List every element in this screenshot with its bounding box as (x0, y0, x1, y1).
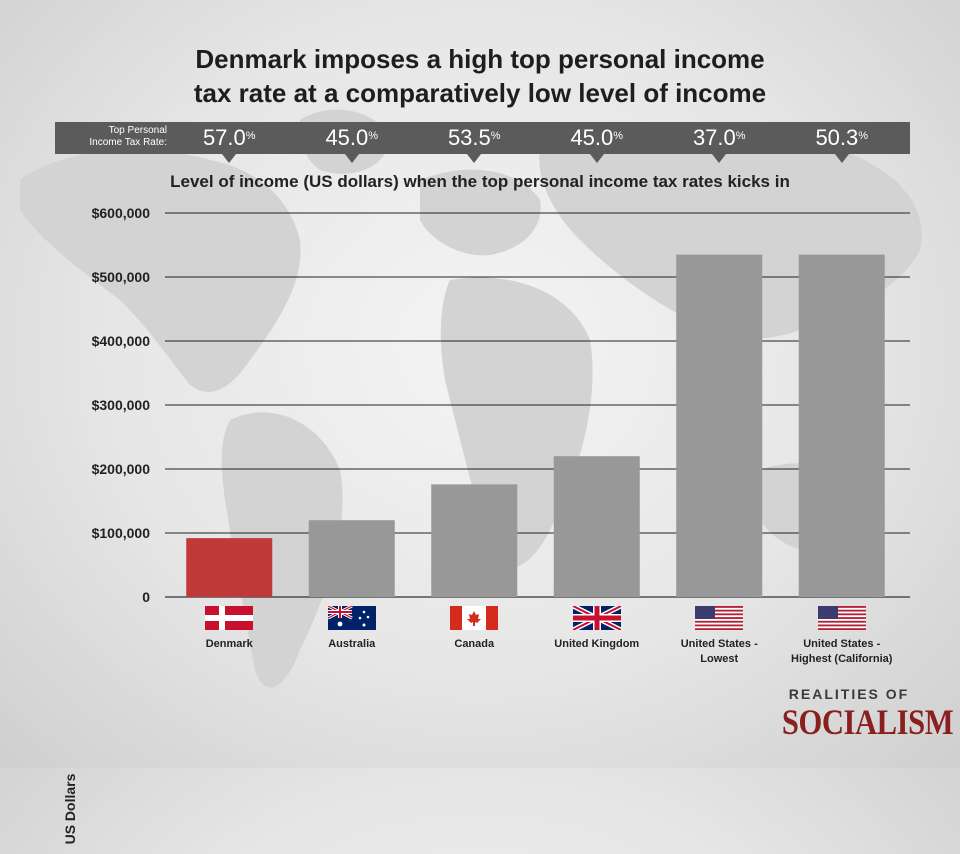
x-tick-label-line: Highest (California) (791, 653, 893, 665)
y-tick-label: $400,000 (92, 333, 151, 349)
bar-united-states-highest-california (798, 254, 885, 597)
x-tick-label: United States - Highest (California) (767, 637, 917, 667)
tax-rate-pointer (589, 154, 604, 163)
brand-logo-main: SOCIALISM (781, 702, 954, 742)
chart-title-line-1: Denmark imposes a high top personal inco… (195, 44, 765, 74)
tax-rate-pointer (712, 154, 727, 163)
y-tick-label: $200,000 (92, 461, 151, 477)
x-tick-label-line: Denmark (205, 638, 253, 650)
y-axis-label: US Dollars (62, 773, 78, 845)
chart-title: Denmark imposes a high top personal inco… (80, 42, 880, 110)
denmark-flag-icon (205, 606, 254, 630)
y-tick-label: $500,000 (92, 269, 151, 285)
united-states-flag-icon (817, 606, 866, 630)
y-tick-label: $600,000 (92, 205, 151, 221)
tax-rate-number: 50.3 (815, 125, 859, 150)
united-kingdom-flag-icon (571, 603, 622, 633)
tax-rate-value: 53.5% (414, 125, 534, 151)
bar-chart: 0 $100,000 $200,000 $300,000 $400,000 $500,00… (92, 205, 910, 605)
x-tick-label-line: Australia (328, 638, 376, 650)
tax-rate-pointer (467, 154, 482, 163)
y-tick-label: $300,000 (92, 397, 151, 413)
x-tick-label-line: Canada (454, 638, 495, 650)
tax-rate-pointer (344, 154, 359, 163)
tax-rate-unit: % (245, 130, 256, 142)
x-tick-label-line: United Kingdom (554, 638, 640, 650)
brand-logo: REALITIES OF SOCIALISM (770, 686, 954, 742)
bar-united-states-lowest (676, 254, 763, 597)
tax-rate-unit: % (858, 130, 869, 142)
tax-rate-value: 37.0% (659, 125, 779, 151)
tax-rate-number: 45.0 (325, 125, 369, 150)
bar-denmark (186, 538, 273, 597)
x-tick-label: Denmark (154, 637, 304, 652)
bar-canada (431, 484, 518, 597)
tax-rate-number: 53.5 (447, 125, 491, 150)
tax-rate-value: 50.3% (782, 125, 902, 151)
brand-logo-top: REALITIES OF (788, 686, 910, 702)
y-tick-label: $100,000 (92, 525, 151, 541)
tax-rate-number: 57.0 (202, 125, 246, 150)
tax-rate-pointer (222, 154, 237, 163)
united-states-flag-icon (695, 606, 744, 630)
tax-rate-value: 57.0% (169, 125, 289, 151)
chart-subtitle: Level of income (US dollars) when the to… (170, 172, 790, 191)
australia-flag-icon (327, 604, 376, 630)
x-tick-label: United Kingdom (522, 637, 672, 652)
x-tick-label: Canada (399, 637, 549, 652)
tax-rate-label-line-1: Top Personal (108, 125, 167, 136)
tax-rate-unit: % (368, 130, 379, 142)
tax-rate-unit: % (613, 130, 624, 142)
x-tick-label-line: United States - (803, 638, 881, 650)
chart-title-line-2: tax rate at a comparatively low level of… (193, 78, 767, 108)
canada-flag-icon (450, 606, 499, 630)
tax-rate-pointer (834, 154, 849, 163)
x-tick-label: Australia (277, 637, 427, 652)
bar-united-kingdom (553, 456, 640, 597)
tax-rate-label-line-2: Income Tax Rate: (89, 137, 167, 148)
tax-rate-unit: % (490, 130, 501, 142)
x-tick-label: United States - Lowest (644, 637, 794, 667)
x-tick-label-line: United States - (680, 638, 758, 650)
tax-rate-label: Top Personal Income Tax Rate: (59, 125, 167, 149)
tax-rate-unit: % (735, 130, 746, 142)
bar-australia (308, 520, 395, 597)
x-tick-label-line: Lowest (700, 653, 739, 665)
tax-rate-value: 45.0% (292, 125, 412, 151)
tax-rate-number: 37.0 (692, 125, 736, 150)
y-tick-label: 0 (142, 589, 150, 605)
tax-rate-number: 45.0 (570, 125, 614, 150)
tax-rate-header-bar: Top Personal Income Tax Rate: 57.0% 45.0%… (55, 122, 910, 163)
tax-rate-value: 45.0% (537, 125, 657, 151)
